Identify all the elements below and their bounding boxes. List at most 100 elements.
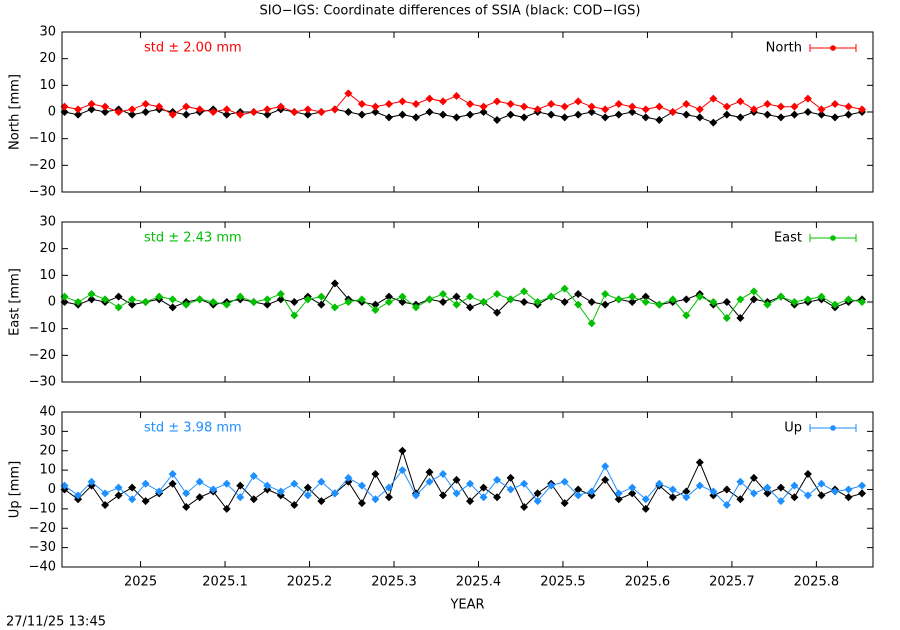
legend-symbol <box>830 425 836 431</box>
data-point <box>493 308 502 317</box>
y-tick-label: −10 <box>29 501 56 516</box>
data-point <box>614 110 623 119</box>
data-point <box>520 298 529 306</box>
data-point <box>425 94 434 103</box>
data-point <box>101 295 110 304</box>
data-point <box>749 473 758 482</box>
data-point <box>425 295 434 304</box>
data-point <box>695 113 704 122</box>
data-point <box>830 300 839 309</box>
data-point <box>574 491 583 500</box>
legend-label: East <box>774 231 802 246</box>
data-point <box>601 105 610 114</box>
data-point <box>858 105 867 114</box>
data-point <box>87 105 96 114</box>
x-tick-label: 2025.3 <box>371 575 417 590</box>
data-point <box>520 102 529 111</box>
data-point <box>276 290 285 298</box>
chart-title: SIO−IGS: Coordinate differences of SSIA … <box>259 4 640 19</box>
data-point <box>776 483 785 492</box>
data-point <box>317 292 326 301</box>
data-point <box>749 287 758 296</box>
data-point <box>641 105 650 114</box>
data-point <box>601 462 610 471</box>
y-tick-label: 10 <box>39 78 56 93</box>
data-point <box>398 97 407 106</box>
y-axis-label: North [mm] <box>8 74 23 150</box>
data-point <box>493 116 502 124</box>
data-point <box>655 116 664 124</box>
plot-frame <box>61 411 874 568</box>
data-point <box>520 479 529 488</box>
data-point <box>803 491 812 500</box>
data-point <box>317 108 326 116</box>
data-point <box>425 477 434 486</box>
data-point <box>182 102 191 111</box>
data-point <box>858 489 867 498</box>
data-point <box>830 113 839 122</box>
data-point <box>114 292 123 301</box>
data-point <box>574 300 583 309</box>
data-point <box>60 292 69 301</box>
data-point <box>830 487 839 496</box>
data-point <box>371 300 380 309</box>
data-point <box>560 499 569 508</box>
y-tick-label: 10 <box>39 463 56 478</box>
data-point <box>628 483 637 492</box>
data-point <box>195 477 204 486</box>
data-point <box>384 292 393 301</box>
data-point <box>384 493 393 502</box>
data-point <box>168 303 177 312</box>
data-point <box>452 475 461 484</box>
data-point <box>574 290 583 298</box>
data-point <box>249 495 258 504</box>
data-point <box>168 295 177 304</box>
data-point <box>479 298 488 306</box>
data-point <box>736 477 745 486</box>
data-point <box>330 279 339 288</box>
data-point <box>168 479 177 488</box>
data-point <box>533 489 542 498</box>
data-point <box>803 94 812 103</box>
data-point <box>330 489 339 498</box>
data-point <box>749 105 758 114</box>
plot-frame <box>61 31 874 193</box>
data-point <box>736 113 745 122</box>
data-point <box>60 108 69 116</box>
data-point <box>533 298 542 306</box>
y-tick-label: 10 <box>39 268 56 283</box>
data-point <box>655 479 664 488</box>
data-point <box>452 113 461 122</box>
y-tick-label: −30 <box>29 540 56 555</box>
data-point <box>466 100 475 108</box>
data-point <box>695 458 704 467</box>
data-point <box>398 110 407 119</box>
data-point <box>533 105 542 114</box>
data-point <box>344 89 353 98</box>
y-tick-label: 30 <box>39 424 56 439</box>
data-point <box>601 300 610 309</box>
data-point <box>844 485 853 494</box>
data-point <box>411 100 420 108</box>
plot-frame <box>61 221 874 383</box>
data-point <box>479 102 488 111</box>
data-point <box>74 110 83 119</box>
data-point <box>236 292 245 301</box>
data-point <box>114 491 123 500</box>
y-tick-label: −30 <box>29 375 56 390</box>
data-point <box>222 110 231 119</box>
data-point <box>736 314 745 322</box>
data-point <box>303 295 312 304</box>
data-point <box>803 470 812 478</box>
data-point <box>182 300 191 309</box>
data-point <box>128 300 137 309</box>
data-point <box>141 108 150 116</box>
y-tick-label: 20 <box>39 443 56 458</box>
data-point <box>601 475 610 484</box>
data-point <box>560 477 569 486</box>
data-point <box>384 100 393 108</box>
data-point <box>371 306 380 314</box>
data-point <box>628 298 637 306</box>
data-point <box>155 487 164 496</box>
data-point <box>452 489 461 498</box>
